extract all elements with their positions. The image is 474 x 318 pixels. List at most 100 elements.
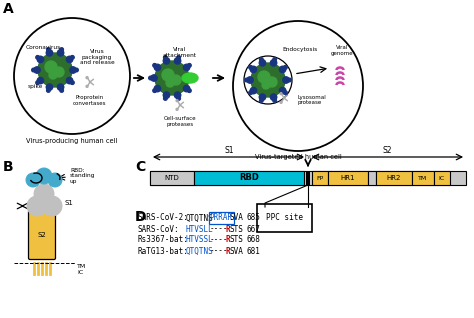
Circle shape	[57, 50, 64, 56]
Text: HR2: HR2	[387, 175, 401, 181]
Text: STS: STS	[229, 225, 243, 233]
Bar	[368, 171, 376, 185]
Text: spike: spike	[27, 84, 43, 89]
Circle shape	[273, 99, 276, 102]
Text: QTQTNS: QTQTNS	[186, 246, 214, 255]
Circle shape	[250, 66, 256, 73]
Text: STS: STS	[229, 236, 243, 245]
Text: IC: IC	[77, 271, 83, 275]
Text: TM: TM	[419, 176, 428, 181]
Circle shape	[188, 64, 191, 67]
Circle shape	[26, 173, 40, 187]
Circle shape	[42, 196, 62, 216]
Text: R: R	[226, 225, 230, 233]
Text: ----: ----	[210, 246, 228, 255]
Bar	[150, 171, 466, 185]
Circle shape	[245, 78, 248, 82]
Text: D: D	[135, 210, 146, 224]
Circle shape	[37, 77, 44, 84]
Text: S2: S2	[37, 232, 46, 238]
Bar	[312, 171, 328, 185]
Circle shape	[177, 56, 181, 59]
Circle shape	[260, 99, 263, 102]
FancyBboxPatch shape	[28, 211, 55, 259]
Circle shape	[164, 56, 167, 59]
Bar	[194, 171, 304, 185]
Circle shape	[36, 168, 52, 184]
Text: S2: S2	[382, 146, 392, 155]
Text: SVA: SVA	[229, 246, 243, 255]
Circle shape	[66, 77, 73, 84]
Text: HTVSLL: HTVSLL	[186, 225, 214, 233]
Circle shape	[188, 89, 191, 93]
Circle shape	[48, 173, 62, 187]
Circle shape	[288, 78, 292, 82]
Circle shape	[46, 84, 53, 90]
Circle shape	[153, 64, 156, 67]
Circle shape	[279, 87, 286, 94]
Text: HR1: HR1	[341, 175, 355, 181]
Text: 685: 685	[246, 213, 260, 223]
Circle shape	[153, 89, 156, 93]
Circle shape	[45, 61, 57, 73]
Circle shape	[46, 50, 53, 56]
Circle shape	[191, 76, 195, 80]
Text: IC: IC	[439, 176, 445, 181]
Text: Proprotein
convertases: Proprotein convertases	[73, 95, 107, 106]
Text: Virus
packaging
and release: Virus packaging and release	[80, 49, 114, 65]
Bar	[150, 171, 194, 185]
Circle shape	[249, 66, 253, 69]
Circle shape	[283, 77, 289, 83]
Text: 681: 681	[246, 246, 260, 255]
Text: ----: ----	[210, 225, 228, 233]
Circle shape	[37, 56, 44, 63]
Bar	[328, 171, 368, 185]
Text: Viral
genome: Viral genome	[331, 45, 353, 56]
Circle shape	[258, 71, 270, 83]
Text: FP: FP	[316, 176, 324, 181]
Circle shape	[260, 58, 263, 61]
Circle shape	[155, 61, 189, 95]
Text: Cell-surface
proteases: Cell-surface proteases	[164, 116, 196, 127]
Bar	[306, 171, 310, 185]
Circle shape	[183, 64, 190, 71]
Circle shape	[183, 85, 190, 92]
Circle shape	[174, 92, 181, 98]
Text: HTVSSL: HTVSSL	[186, 236, 214, 245]
Text: R: R	[226, 236, 230, 245]
Circle shape	[162, 69, 174, 81]
Circle shape	[154, 85, 161, 92]
Circle shape	[71, 81, 74, 85]
Circle shape	[283, 91, 287, 94]
Circle shape	[180, 105, 181, 106]
Circle shape	[46, 89, 50, 92]
Circle shape	[251, 63, 285, 97]
Circle shape	[270, 60, 277, 66]
Circle shape	[38, 53, 72, 87]
Text: B: B	[3, 160, 14, 174]
Text: Viral
attachment: Viral attachment	[163, 47, 197, 58]
Circle shape	[75, 68, 78, 72]
Circle shape	[250, 87, 256, 94]
Text: SARS-CoV:: SARS-CoV:	[138, 225, 180, 233]
Circle shape	[247, 77, 253, 83]
Circle shape	[66, 56, 73, 63]
Circle shape	[177, 97, 181, 100]
Text: C: C	[135, 160, 145, 174]
Circle shape	[34, 184, 54, 204]
Text: Coronavirus: Coronavirus	[26, 45, 61, 50]
Circle shape	[163, 58, 170, 64]
Text: PPC site: PPC site	[266, 213, 303, 223]
Text: S1: S1	[65, 200, 74, 206]
Text: SVA: SVA	[229, 213, 243, 223]
Text: Rs3367-bat:: Rs3367-bat:	[138, 236, 189, 245]
Text: S1: S1	[224, 146, 234, 155]
Circle shape	[262, 81, 270, 89]
Text: A: A	[3, 2, 14, 16]
Circle shape	[154, 64, 161, 71]
Circle shape	[36, 81, 39, 85]
Circle shape	[54, 67, 64, 77]
Circle shape	[36, 56, 39, 59]
Circle shape	[49, 71, 57, 79]
Text: Virus-producing human cell: Virus-producing human cell	[27, 138, 118, 144]
